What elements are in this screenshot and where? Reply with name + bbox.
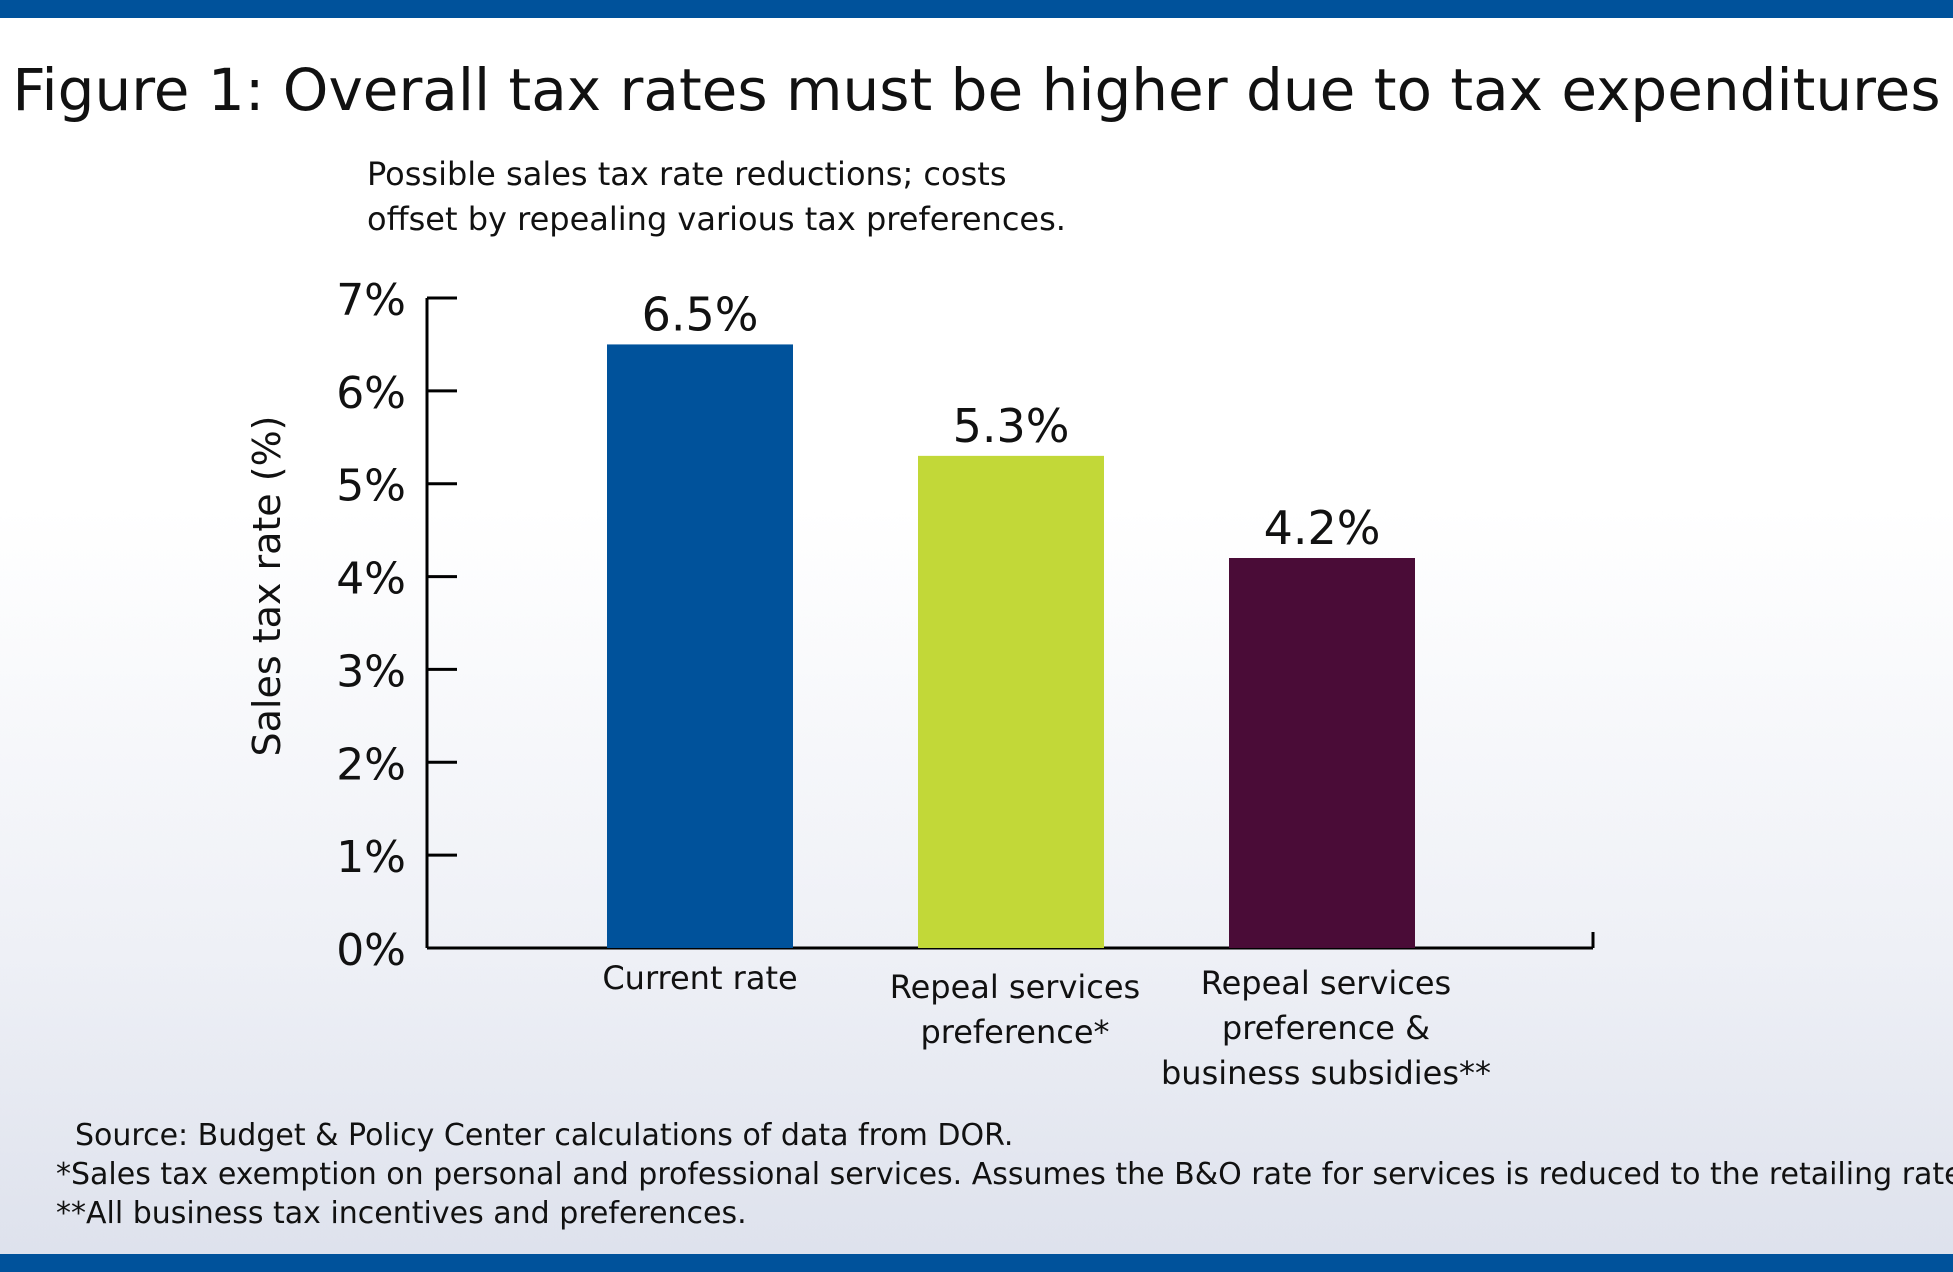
y-tick-label: 4% — [336, 554, 406, 605]
source-note: Source: Budget & Policy Center calculati… — [75, 1118, 1014, 1153]
footnotes: Source: Budget & Policy Center calculati… — [56, 1116, 1953, 1233]
footnote-business: **All business tax incentives and prefer… — [56, 1196, 747, 1231]
chart-subtitle: Possible sales tax rate reductions; cost… — [367, 155, 1066, 238]
bar — [607, 344, 793, 948]
category-label: Current rate — [602, 959, 797, 997]
y-tick-label: 2% — [336, 739, 406, 790]
data-label: 4.2% — [1264, 501, 1381, 555]
bottom-accent-band — [0, 1254, 1953, 1272]
y-tick-label: 3% — [336, 646, 406, 697]
y-tick-label: 0% — [336, 925, 406, 976]
category-label: Repeal services — [1201, 964, 1451, 1002]
data-label: 6.5% — [642, 287, 759, 341]
y-axis-title: Sales tax rate (%) — [245, 416, 289, 757]
category-label: business subsidies** — [1161, 1054, 1491, 1092]
y-tick-label: 6% — [336, 368, 406, 419]
bar — [1229, 558, 1415, 948]
top-accent-band — [0, 0, 1953, 18]
category-label: preference & — [1222, 1009, 1430, 1047]
y-tick-label: 5% — [336, 461, 406, 512]
data-label: 5.3% — [953, 399, 1070, 453]
footnote-services: *Sales tax exemption on personal and pro… — [56, 1157, 1953, 1192]
bar — [918, 455, 1104, 948]
bar-chart: 0% 1% 2% 3% 4% 5% 6% 7% Sales tax rate (%) 6.5% Cu… — [245, 275, 1595, 1092]
figure-title: Figure 1: Overall tax rates must be high… — [12, 56, 1941, 124]
category-label: preference* — [920, 1013, 1109, 1051]
y-tick-label: 1% — [336, 832, 406, 883]
y-tick-label: 7% — [336, 275, 406, 326]
category-label: Repeal services — [890, 968, 1140, 1006]
